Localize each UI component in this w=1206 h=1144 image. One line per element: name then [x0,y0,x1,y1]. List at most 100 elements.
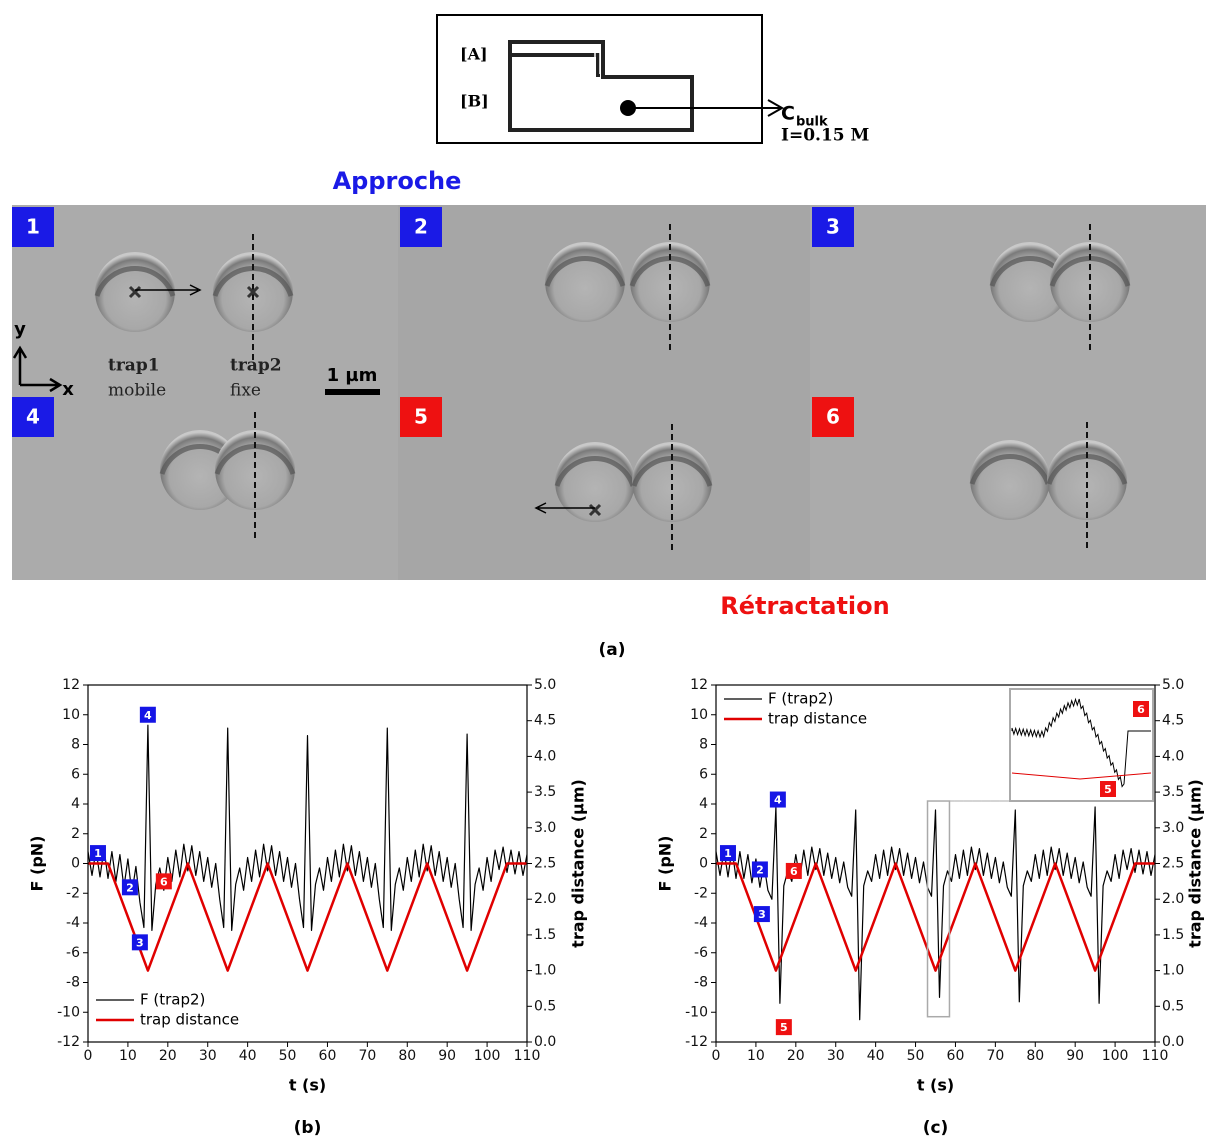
annotation-text: 1 [724,847,732,860]
y2-tick-label: 3.0 [1162,820,1184,836]
annotation-badge [155,873,172,890]
scale-bar [325,389,380,395]
y2-tick-label: 1.0 [1162,963,1184,979]
y2-tick-label: 0.5 [1162,998,1184,1014]
trap-marker [588,503,602,517]
axis-letter: x [62,379,74,400]
x-tick-label: 110 [514,1048,541,1064]
y-tick-label: -8 [694,975,708,991]
x-tick-label: 100 [474,1048,501,1064]
schematic-arrowhead [767,99,785,117]
y-tick-label: -4 [694,915,708,931]
x-tick-label: 10 [747,1048,765,1064]
legend-label: F (trap2) [140,991,205,1009]
inset-distance [1011,772,1152,780]
annotation-text: 2 [126,881,134,894]
annotation-badge [1100,781,1116,797]
x-tick-label: 80 [1026,1048,1044,1064]
annotation-text: 4 [774,794,782,807]
frame-number: 2 [414,215,428,239]
y2-tick-label: 3.5 [1162,784,1184,800]
legend-label: F (trap2) [768,690,833,708]
x-axis-label: t (s) [289,1076,326,1095]
x-tick-label: 30 [827,1048,845,1064]
x-tick-label: 20 [787,1048,805,1064]
bead-rim [969,453,1051,485]
bead [970,440,1050,520]
series-line [716,862,1155,972]
x-tick-label: 60 [947,1048,965,1064]
y-tick-label: -6 [694,945,708,961]
trap-state: fixe [230,381,261,401]
x-tick-label: 50 [279,1048,297,1064]
annotation-text: 3 [136,936,144,949]
y2-tick-label: 4.0 [534,748,556,764]
inset-trace [1011,697,1151,788]
axis-letter: y [14,319,26,340]
annotation-badge [753,906,770,923]
schematic-frame [436,14,763,144]
annotation-badge [769,791,786,808]
x-tick-label: 10 [119,1048,137,1064]
annotation-text: 1 [94,847,102,860]
y2-tick-label: 2.5 [1162,856,1184,872]
y2-tick-label: 1.5 [534,927,556,943]
x-tick-label: 90 [438,1048,456,1064]
panel-label: (c) [923,1118,949,1138]
x-tick-label: 70 [358,1048,376,1064]
frame-number: 6 [826,405,840,429]
annotation-badge [751,861,768,878]
y2-tick-label: 2.5 [534,856,556,872]
y-tick-label: 4 [699,796,708,812]
y-tick-label: -10 [57,1004,80,1020]
y-tick-label: -6 [66,945,80,961]
y-tick-label: 6 [71,766,80,782]
micrographs [12,205,1206,580]
y-tick-label: 4 [71,796,80,812]
trap-label: trap1 [108,356,160,376]
x-tick-label: 80 [398,1048,416,1064]
y-tick-label: 10 [62,707,80,723]
x-tick-label: 0 [84,1048,93,1064]
y-tick-label: 0 [71,856,80,872]
schematic: [A] [B] C bulk I=0.15 M [436,14,870,146]
axes-glyph [12,345,63,393]
bead-rim [554,455,636,487]
x-tick-label: 70 [986,1048,1004,1064]
frame-number: 3 [826,215,840,239]
y2-tick-label: 4.0 [1162,748,1184,764]
series-line [715,806,1156,1021]
y-tick-label: -8 [66,975,80,991]
y2-axis-label: trap distance (µm) [1186,779,1205,948]
bead-rim [544,255,626,287]
y2-tick-label: 5.0 [534,677,556,693]
y-axis-label: F (pN) [28,836,47,892]
frame-badge [12,207,54,247]
annotation-badge [89,845,106,862]
legend-label: trap distance [140,1011,239,1029]
y2-tick-label: 4.5 [1162,713,1184,729]
annotation-text: 5 [780,1021,788,1034]
frame-badge [400,397,442,437]
y2-tick-label: 2.0 [534,891,556,907]
y2-tick-label: 0.0 [1162,1034,1184,1050]
y-tick-label: -12 [685,1034,708,1050]
annotation-badge [785,862,802,879]
y2-tick-label: 0.5 [534,998,556,1014]
frame-badge [12,397,54,437]
frame-number: 5 [414,405,428,429]
y-tick-label: 12 [690,677,708,693]
y2-tick-label: 2.0 [1162,891,1184,907]
concentration-subscript: bulk [796,115,828,130]
x-tick-label: 110 [1142,1048,1169,1064]
bead-rim [94,265,176,297]
x-tick-label: 60 [319,1048,337,1064]
y-tick-label: 6 [699,766,708,782]
frame-badge [812,207,854,247]
y2-tick-label: 3.0 [534,820,556,836]
annotation-badge [1133,701,1149,717]
x-tick-label: 0 [712,1048,721,1064]
x-tick-label: 20 [159,1048,177,1064]
trap-state: mobile [108,381,166,401]
